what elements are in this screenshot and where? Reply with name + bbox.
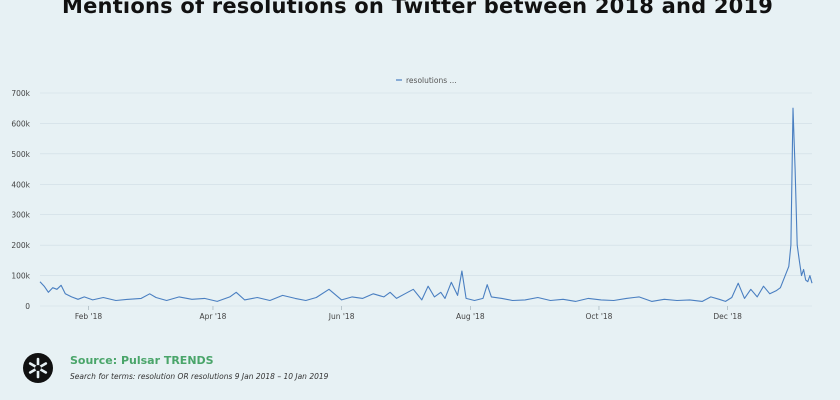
- pulsar-logo-icon: [23, 353, 53, 383]
- x-tick-label: Aug '18: [456, 312, 485, 321]
- x-tick-label: Apr '18: [199, 312, 226, 321]
- y-tick-label: 400k: [11, 180, 30, 189]
- y-tick-label: 0: [25, 302, 30, 311]
- y-tick-label: 300k: [11, 211, 30, 220]
- x-axis-ticks: Feb '18 Apr '18 Jun '18 Aug '18 Oct '18 Dec '…: [75, 306, 742, 321]
- grid-lines: [40, 92, 812, 307]
- chart-title: Mentions of resolutions on Twitter betwe…: [62, 0, 774, 18]
- y-tick-label: 700k: [11, 89, 30, 98]
- search-note: Search for terms: resolution OR resoluti…: [70, 372, 329, 381]
- y-tick-label: 500k: [11, 150, 30, 159]
- x-tick-label: Feb '18: [75, 312, 102, 321]
- legend-label: resolutions ...: [406, 76, 457, 85]
- source-text: Source: Pulsar TRENDS: [70, 354, 214, 367]
- x-tick-label: Oct '18: [585, 312, 612, 321]
- x-tick-label: Dec '18: [713, 312, 742, 321]
- series-line-resolutions: [39, 107, 813, 302]
- y-tick-label: 100k: [11, 272, 30, 281]
- y-axis-ticks: 0 100k 200k 300k 400k 500k 600k 700k: [11, 89, 30, 311]
- y-tick-label: 200k: [11, 241, 30, 250]
- x-tick-label: Jun '18: [328, 312, 355, 321]
- y-tick-label: 600k: [11, 119, 30, 128]
- series-layer: [39, 107, 813, 302]
- legend[interactable]: resolutions ...: [396, 76, 457, 85]
